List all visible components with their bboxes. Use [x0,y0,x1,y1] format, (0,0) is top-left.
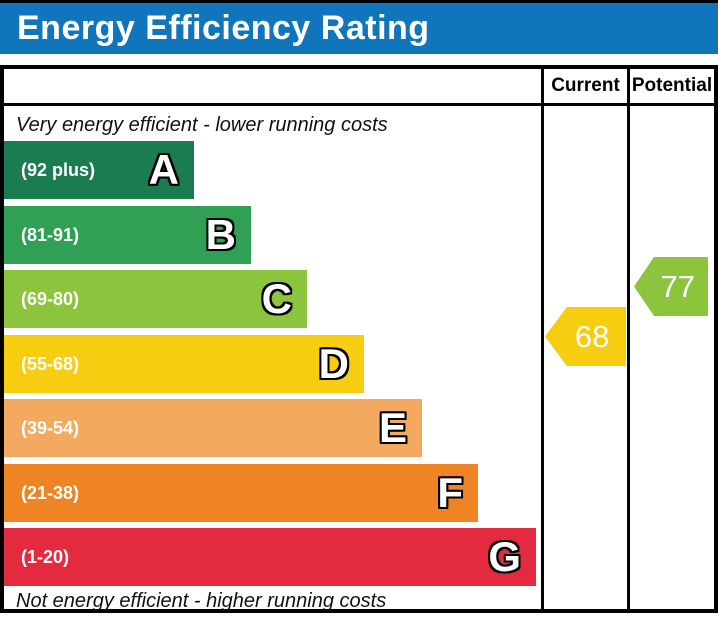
current-rating-value: 68 [574,318,610,354]
band-range-label: (21-38) [21,482,80,503]
band-letter: A [148,146,179,193]
current-column-header: Current [541,69,627,106]
band-range-label: (92 plus) [21,159,96,180]
rating-scale-cell: Very energy efficient - lower running co… [4,106,541,612]
band-letter: F [437,469,463,516]
potential-rating-cell: 77 [627,106,714,609]
band-range-label: (1-20) [21,546,70,567]
bottom-caption: Not energy efficient - higher running co… [16,590,387,612]
potential-column-header: Potential [627,69,714,106]
band-letter: G [488,533,521,580]
band-letter: C [261,275,292,322]
band-row-g: (1-20) G [4,528,536,586]
band-row-a: (92 plus) A [4,141,194,199]
band-range-label: (69-80) [21,288,80,309]
potential-rating-arrow: 77 [634,257,708,316]
band-row-f: (21-38) F [4,464,478,522]
band-letter: E [378,404,407,451]
epc-rating-table: Current Potential Very energy efficient … [0,65,718,613]
page-title: Energy Efficiency Rating [17,9,430,47]
table-body-row: Very energy efficient - lower running co… [4,106,714,612]
current-rating-arrow: 68 [545,307,626,366]
band-row-c: (69-80) C [4,270,307,328]
potential-rating-value: 77 [660,268,695,304]
chart-header-cell [4,69,541,106]
band-letter: B [205,211,236,258]
band-range-label: (81-91) [21,224,80,245]
band-row-d: (55-68) D [4,335,364,393]
top-caption: Very energy efficient - lower running co… [16,114,388,136]
current-rating-cell: 68 [541,106,627,609]
band-row-b: (81-91) B [4,206,251,264]
band-range-label: (39-54) [21,417,80,438]
table-header-row: Current Potential [4,69,714,106]
title-bar: Energy Efficiency Rating [0,0,718,54]
band-letter: D [318,340,349,387]
band-range-label: (55-68) [21,353,80,374]
band-row-e: (39-54) E [4,399,422,457]
